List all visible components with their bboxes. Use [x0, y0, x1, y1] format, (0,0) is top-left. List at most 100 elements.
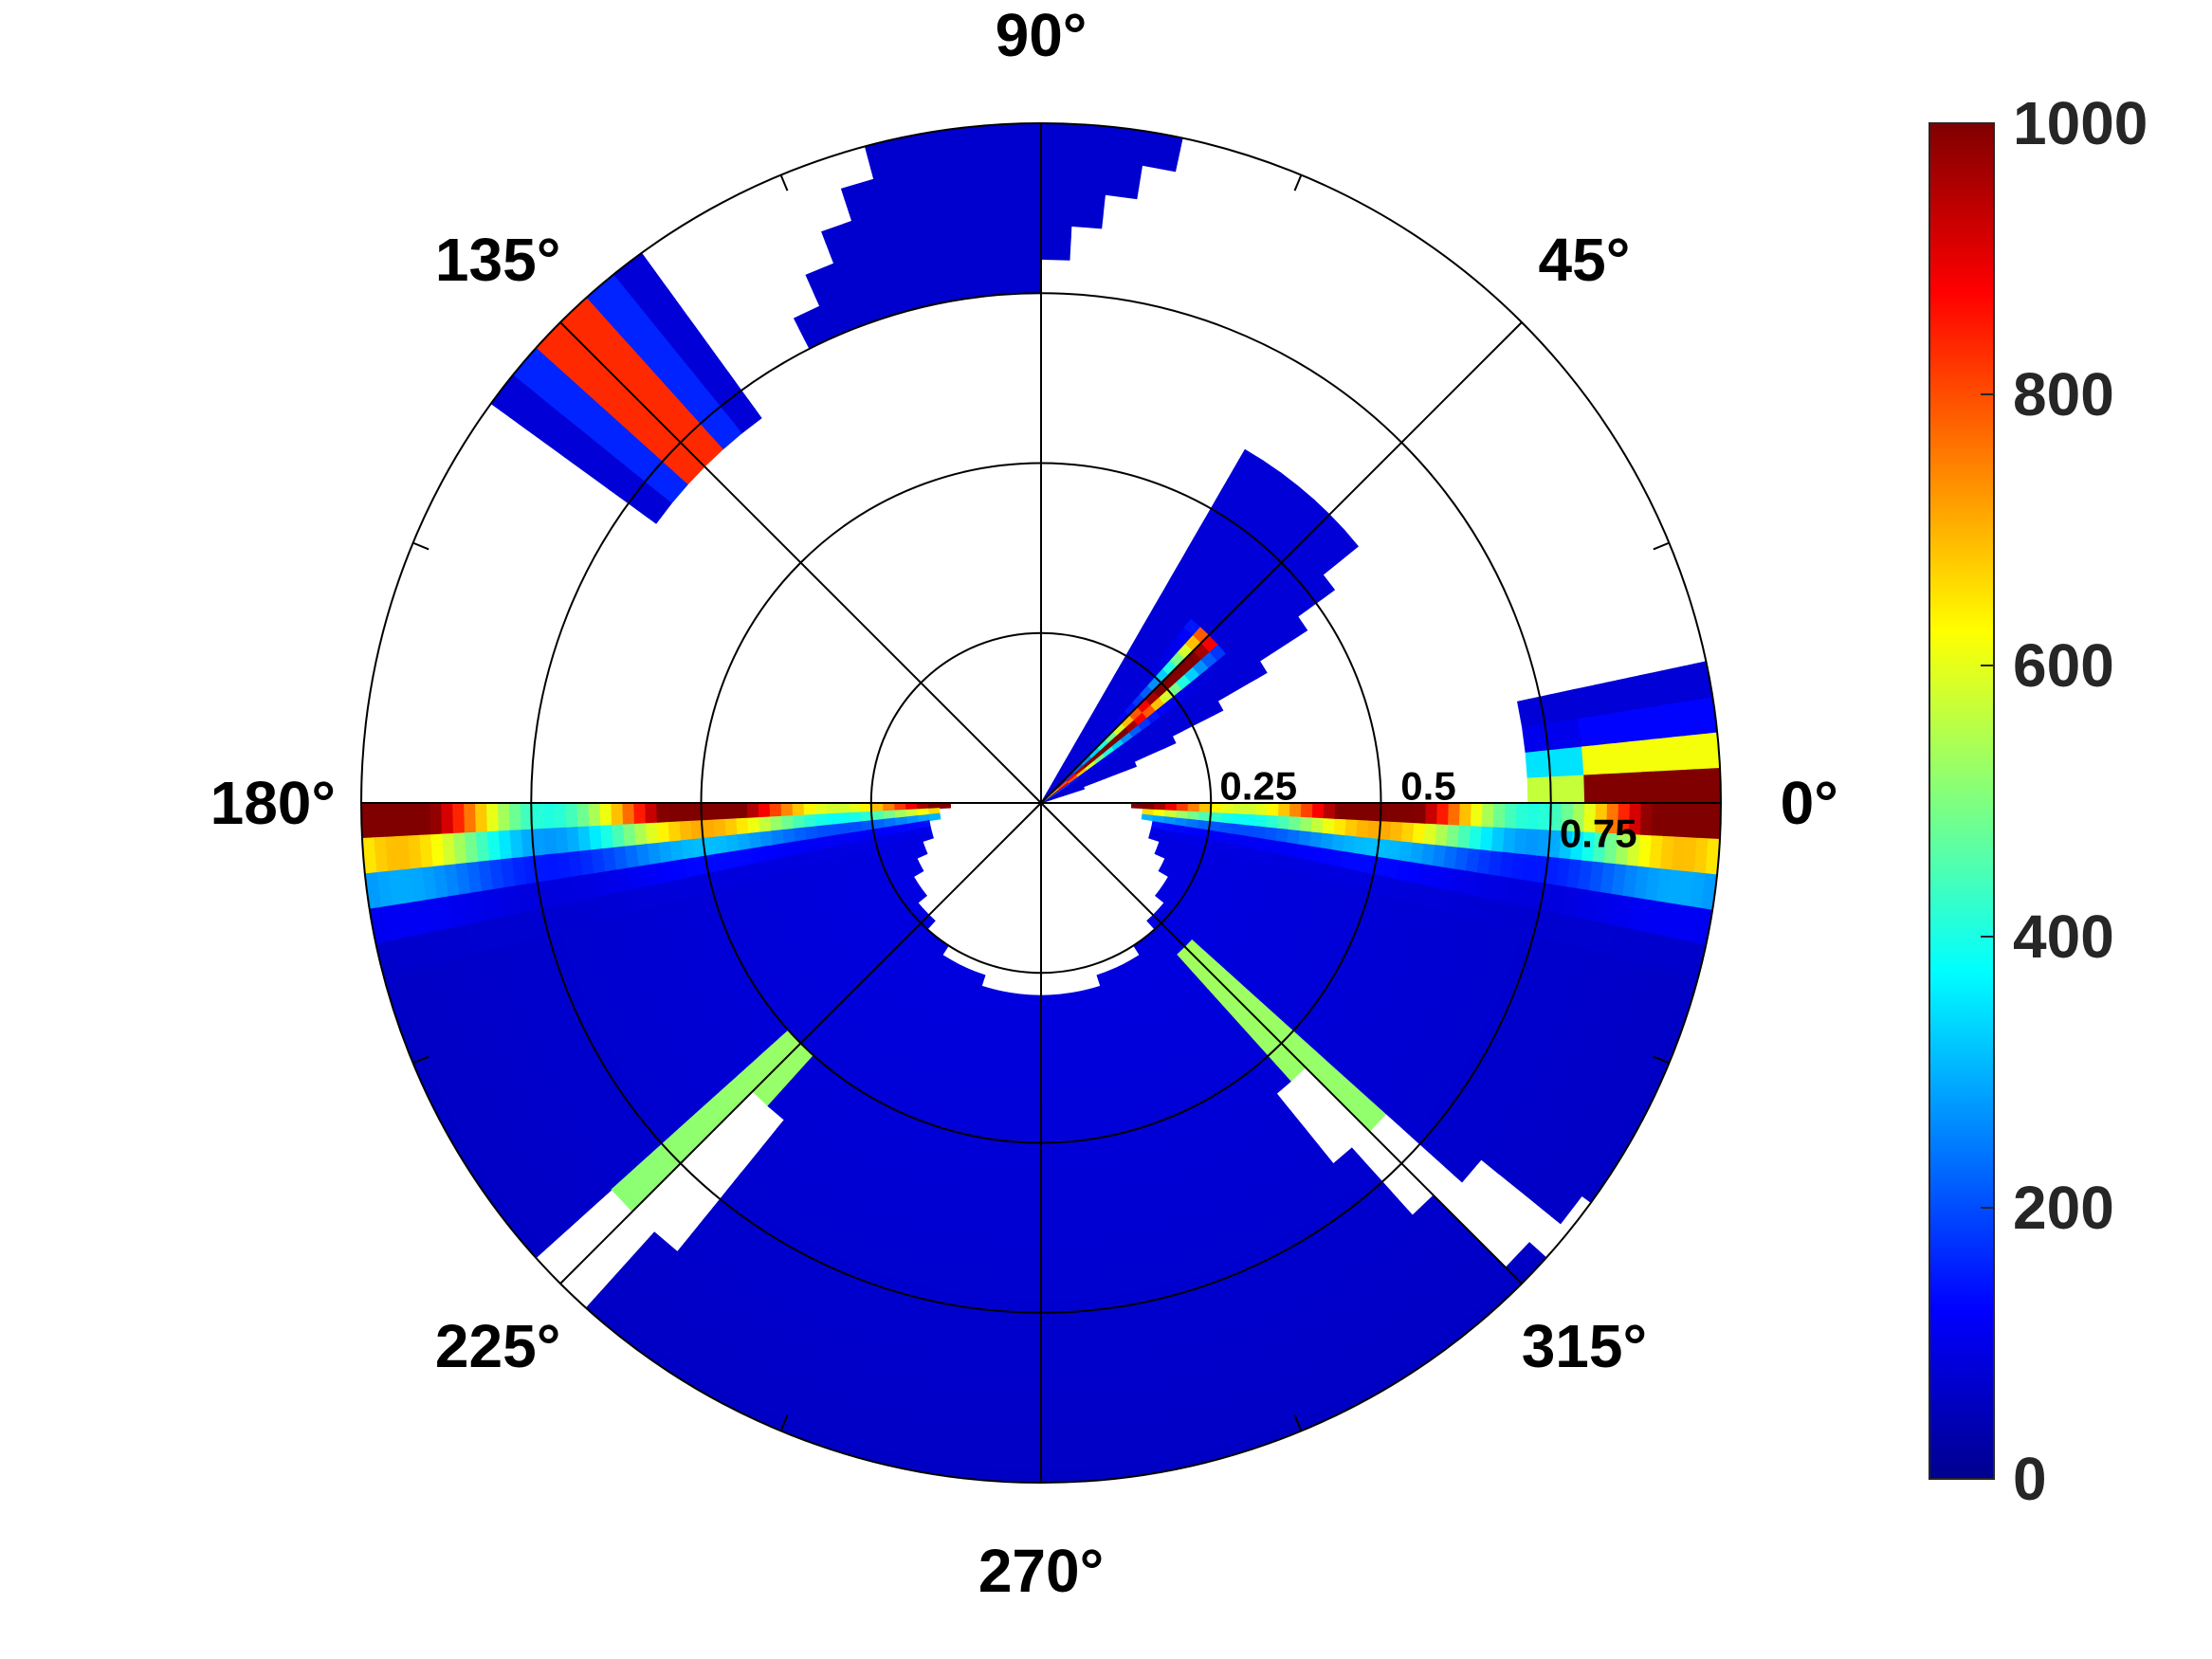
heat-cell	[836, 802, 850, 814]
heat-cell	[1040, 1345, 1071, 1359]
heat-cell	[1006, 156, 1042, 171]
heat-cell	[1018, 1210, 1042, 1223]
colorbar: 0 200 400 600 800 1000	[1929, 89, 2148, 1513]
heat-cell	[722, 802, 737, 821]
heat-cell	[1012, 1334, 1042, 1348]
heat-cell	[1008, 1095, 1027, 1109]
heat-cell	[1209, 811, 1223, 823]
heat-cell	[1006, 1003, 1021, 1018]
heat-cell	[1040, 1119, 1059, 1133]
heat-cell	[1052, 1039, 1069, 1053]
heat-cell	[644, 802, 657, 825]
heat-cell	[1481, 802, 1495, 828]
colorbar-gradient	[1929, 122, 1995, 1480]
heat-cell	[1040, 1300, 1069, 1314]
heat-cell	[678, 802, 691, 823]
heat-cell	[1435, 823, 1450, 847]
colorbar-tick-label: 0	[2013, 1445, 2047, 1513]
heat-cell	[1027, 1040, 1042, 1053]
heat-cell	[417, 802, 431, 836]
heat-cell	[1009, 1390, 1042, 1404]
angle-label: 45°	[1539, 226, 1631, 294]
heat-cell	[1040, 1469, 1078, 1483]
radial-label: 0.25	[1219, 764, 1297, 809]
heat-cell	[870, 802, 884, 812]
heat-cell	[848, 811, 862, 824]
heat-cell	[1051, 1005, 1065, 1019]
heat-cell	[1011, 246, 1042, 261]
heat-cell	[1004, 1469, 1042, 1483]
angular-gridline	[559, 802, 1042, 1285]
heat-cell	[1040, 246, 1071, 261]
heat-cell	[1040, 145, 1076, 159]
heat-cell	[1015, 1266, 1042, 1280]
heat-cell	[1198, 802, 1212, 812]
heat-cell	[1014, 1039, 1030, 1053]
heat-cell	[1013, 1311, 1042, 1325]
heat-cell	[734, 802, 748, 820]
heat-cell	[1708, 766, 1721, 804]
heat-cell	[1238, 448, 1264, 471]
heat-cell	[429, 802, 443, 836]
heat-cell	[1231, 822, 1245, 836]
heat-cell	[1013, 269, 1042, 283]
heat-cell	[700, 802, 714, 822]
heat-cell	[484, 802, 499, 833]
heat-cell	[1040, 1424, 1075, 1438]
heat-cell	[1040, 1176, 1062, 1189]
heat-cell	[1153, 802, 1167, 811]
heat-cell	[1040, 1198, 1064, 1212]
heat-cell	[1011, 1345, 1042, 1359]
angular-minor-tick	[412, 541, 430, 551]
heat-cell	[1357, 802, 1371, 821]
heat-cell	[1053, 1061, 1070, 1075]
heatmap-surface	[361, 123, 1721, 1483]
heat-cell	[996, 1208, 1021, 1223]
heat-cell	[836, 812, 850, 826]
heat-cell	[1061, 1196, 1085, 1212]
heat-cell	[1492, 802, 1507, 829]
heat-cell	[1040, 1401, 1074, 1415]
heat-cell	[1333, 817, 1347, 836]
heat-cell	[1040, 1334, 1070, 1348]
heat-cell	[821, 220, 856, 244]
heat-cell	[1040, 235, 1071, 249]
heat-cell	[814, 813, 828, 828]
angular-gridline	[1040, 321, 1523, 804]
heat-cell	[1504, 802, 1518, 829]
angular-minor-tick	[1653, 541, 1670, 551]
heat-cell	[1310, 816, 1325, 833]
heat-cell	[1061, 1208, 1086, 1223]
angular-gridline	[559, 321, 1042, 804]
heat-cell	[1007, 1424, 1042, 1438]
heat-cell	[1176, 802, 1189, 811]
heat-cell	[530, 802, 544, 830]
heat-cell	[1010, 1368, 1042, 1382]
heat-cell	[1277, 814, 1291, 830]
heat-cell	[1515, 802, 1529, 830]
heat-cell	[1662, 802, 1676, 837]
heat-cell	[1051, 994, 1064, 1008]
heat-cell	[1030, 994, 1042, 1008]
heat-cell	[1595, 773, 1609, 804]
heat-cell	[1662, 769, 1676, 804]
heat-cell	[667, 821, 682, 843]
heat-cell	[361, 802, 375, 840]
heat-cell	[1066, 1048, 1083, 1063]
heat-cell	[1008, 1413, 1042, 1427]
heat-cell	[905, 802, 918, 811]
angular-minor-tick	[1293, 1414, 1303, 1431]
heat-cell	[1019, 1187, 1042, 1200]
heat-cell	[587, 802, 601, 828]
heat-cell	[825, 812, 839, 827]
heat-cell	[1241, 823, 1256, 838]
angle-label: 180°	[210, 769, 336, 837]
angular-minor-tick	[1293, 174, 1303, 191]
heat-cell	[1040, 179, 1074, 193]
heat-cell	[927, 812, 941, 822]
heat-cell	[496, 802, 510, 832]
heat-cell	[1023, 1107, 1042, 1121]
heat-cell	[893, 802, 906, 811]
heat-cell	[1059, 1162, 1081, 1177]
heat-cell	[792, 827, 807, 843]
